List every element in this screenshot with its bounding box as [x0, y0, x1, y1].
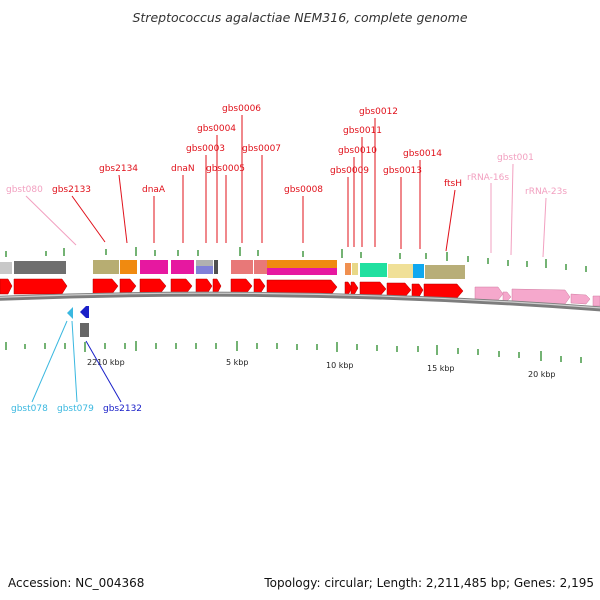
gene-label: gbst078: [11, 404, 48, 414]
gene-label: gbs0013: [383, 166, 422, 176]
gene-label: gbs2132: [103, 404, 142, 414]
gene-label: gbs0006: [222, 104, 261, 114]
axis-labels: 2210 kbp 5 kbp 10 kbp 15 kbp 20 kbp: [87, 358, 556, 379]
gene-label: dnaN: [171, 164, 195, 174]
genome-title: Streptococcus agalactiae NEM316, complet…: [132, 10, 468, 25]
gene-label: gbs0007: [242, 144, 281, 154]
genome-backbone-highlight: [0, 292, 600, 309]
callout-line: [118, 174, 128, 244]
cds-arrow-track: [0, 278, 464, 299]
gene-label: gbst001: [497, 153, 534, 163]
callout-line: [510, 163, 514, 256]
gene-label: gbs0012: [359, 107, 398, 117]
gene-label: gbs2133: [52, 185, 91, 195]
gene-label: gbs0010: [338, 146, 377, 156]
callout-lines: [25, 115, 547, 258]
accession-text: Accession: NC_004368: [8, 576, 145, 590]
gene-label: dnaA: [142, 185, 166, 195]
callout-line: [25, 195, 77, 246]
callout-line: [71, 195, 106, 243]
axis-label: 20 kbp: [528, 370, 556, 379]
gene-label: gbs0008: [284, 185, 323, 195]
axis-label: 5 kbp: [226, 358, 248, 367]
gene-label: gbs0009: [330, 166, 369, 176]
feature-track: [0, 260, 465, 279]
white-arrow: [73, 280, 78, 292]
top-gene-labels: gbst080 gbs2133 gbs2134 dnaA dnaN gbs000…: [6, 104, 567, 197]
gene-label: gbs0011: [343, 126, 382, 136]
callout-line: [542, 197, 547, 258]
gene-label: gbst079: [57, 404, 94, 414]
bottom-callouts: [31, 320, 122, 403]
axis-label: 10 kbp: [326, 361, 354, 370]
reverse-features: [67, 306, 89, 337]
axis-label: 15 kbp: [427, 364, 455, 373]
gene-label: gbst080: [6, 185, 43, 195]
gene-label: gbs0003: [186, 144, 225, 154]
rrna-arrow-track: [474, 286, 600, 307]
callout-line: [445, 189, 456, 252]
gene-label: gbs0014: [403, 149, 442, 159]
genome-backbone: [0, 291, 600, 312]
gene-label: rRNA-23s: [525, 187, 567, 197]
outer-ticks: [5, 247, 587, 272]
gene-label: rRNA-16s: [467, 173, 509, 183]
axis-label: 2210 kbp: [87, 358, 125, 367]
gene-label: ftsH: [444, 179, 462, 189]
inner-ticks: [5, 341, 582, 363]
bottom-gene-labels: gbst078 gbst079 gbs2132: [11, 404, 142, 414]
gene-label: gbs0004: [197, 124, 236, 134]
topology-text: Topology: circular; Length: 2,211,485 bp…: [264, 576, 594, 590]
gene-label: gbs2134: [99, 164, 138, 174]
gene-label: gbs0005: [206, 164, 245, 174]
